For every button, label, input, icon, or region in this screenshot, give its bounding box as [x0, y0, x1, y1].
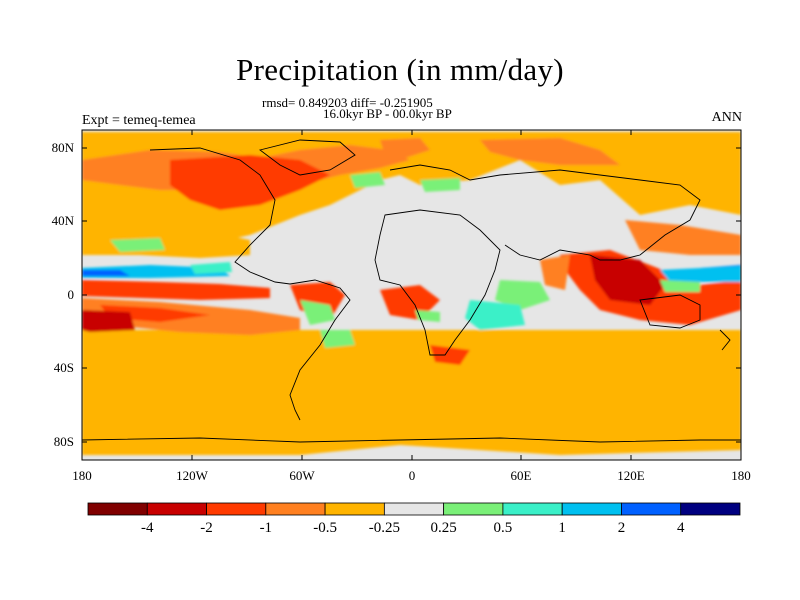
colorbar-swatch: [621, 502, 682, 516]
colorbar-label: -0.5: [313, 520, 337, 536]
lon-label-60e: 60E: [510, 468, 532, 483]
colorbar-label: -2: [200, 520, 213, 536]
coastlines: [82, 139, 741, 443]
colorbar-swatch: [443, 502, 504, 516]
period-label: 16.0kyr BP - 00.0kyr BP: [323, 106, 452, 121]
chart-title: Precipitation (in mm/day): [236, 52, 564, 87]
colorbar-swatch: [680, 502, 741, 516]
lon-label-180e: 180: [731, 468, 751, 483]
colorbar-label: 4: [676, 520, 685, 536]
lat-label-0: 0: [67, 287, 75, 302]
colorbar: [87, 502, 741, 516]
colorbar-swatch: [502, 502, 563, 516]
lat-label-40n: 40N: [51, 213, 74, 228]
season-label: ANN: [711, 110, 742, 125]
colorbar-label: -0.25: [368, 520, 400, 536]
lat-label-40s: 40S: [53, 360, 74, 375]
colorbar-swatch: [383, 502, 445, 516]
colorbar-label: 1: [558, 520, 566, 536]
lat-label-80s: 80S: [53, 434, 74, 449]
lon-label-60w: 60W: [289, 468, 315, 483]
lon-label-180w: 180: [72, 468, 92, 483]
colorbar-swatch: [87, 502, 148, 516]
stats-line: rmsd= 0.849203 diff= -0.251905: [262, 95, 433, 110]
colorbar-label: 0.5: [493, 520, 513, 536]
colorbar-label: 0.25: [430, 520, 457, 536]
colorbar-swatch: [265, 502, 326, 516]
lat-label-80n: 80N: [51, 140, 74, 155]
experiment-label: Expt = temeq-temea: [82, 113, 196, 128]
colorbar-label: -4: [141, 520, 154, 536]
axis-ticks: [82, 130, 741, 460]
colorbar-swatch: [324, 502, 385, 516]
colorbar-label: -1: [259, 520, 273, 536]
lon-label-0: 0: [408, 468, 416, 483]
lon-label-120e: 120E: [617, 468, 645, 483]
colorbar-swatch: [146, 502, 207, 516]
lon-label-120w: 120W: [176, 468, 208, 483]
precip-field: [82, 130, 741, 460]
colorbar-swatch: [561, 502, 622, 516]
colorbar-label: 2: [617, 520, 626, 536]
colorbar-swatch: [206, 502, 267, 516]
